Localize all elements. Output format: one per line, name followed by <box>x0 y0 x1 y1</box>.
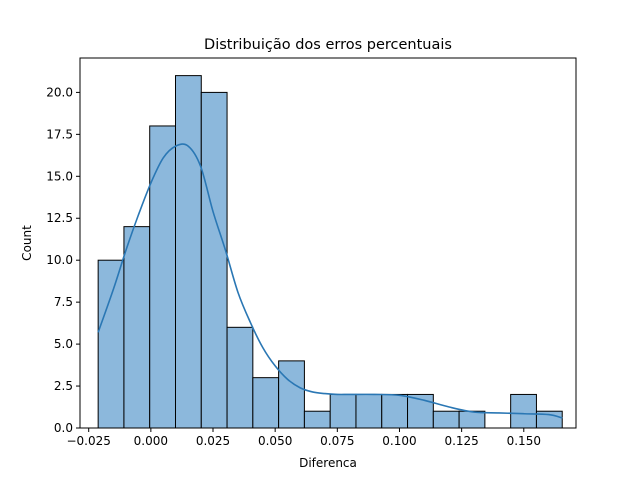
x-tick-label: 0.000 <box>134 434 168 448</box>
y-tick-label: 20.0 <box>46 85 73 99</box>
y-tick-label: 12.5 <box>46 211 73 225</box>
y-tick-label: 17.5 <box>46 127 73 141</box>
chart-title: Distribuição dos erros percentuais <box>204 37 452 53</box>
bars-group <box>97 75 563 429</box>
y-tick-label: 7.5 <box>54 295 73 309</box>
histogram-bar <box>303 410 331 429</box>
x-tick-label: 0.100 <box>382 434 416 448</box>
histogram-bar <box>174 75 202 429</box>
x-tick-label: 0.150 <box>507 434 541 448</box>
histogram-bar <box>200 91 228 429</box>
histogram-bar <box>355 393 383 429</box>
y-tick-label: 10.0 <box>46 253 73 267</box>
axes-frame <box>79 57 577 429</box>
y-tick-label: 0.0 <box>54 421 73 435</box>
histogram-bar <box>381 393 409 429</box>
histogram-bar <box>329 393 357 429</box>
y-tick-label: 5.0 <box>54 337 73 351</box>
histogram-bar <box>123 226 151 429</box>
kde-curve <box>97 143 563 419</box>
y-axis-ticks: 0.0 2.5 5.0 7.5 10.0 12.5 15.0 17.5 20.0 <box>46 85 80 435</box>
histogram-bar <box>458 410 486 429</box>
y-tick-label: 15.0 <box>46 169 73 183</box>
x-tick-label: 0.025 <box>196 434 230 448</box>
x-tick-label: 0.075 <box>320 434 354 448</box>
x-axis-label: Diferenca <box>299 456 357 470</box>
x-tick-label: −0.025 <box>66 434 110 448</box>
histogram-bar <box>226 326 254 429</box>
y-tick-label: 2.5 <box>54 379 73 393</box>
x-axis-ticks: −0.025 0.000 0.025 0.050 0.075 0.100 0.125 0.15… <box>66 428 541 448</box>
histogram-bar <box>149 125 176 429</box>
x-tick-label: 0.050 <box>258 434 292 448</box>
histogram-bar <box>278 360 305 429</box>
histogram-bar <box>510 393 537 429</box>
histogram-bar <box>252 377 280 429</box>
y-axis-label: Count <box>20 225 34 261</box>
x-tick-label: 0.125 <box>444 434 478 448</box>
histogram-bar <box>432 410 460 429</box>
histogram-bar <box>97 259 125 429</box>
